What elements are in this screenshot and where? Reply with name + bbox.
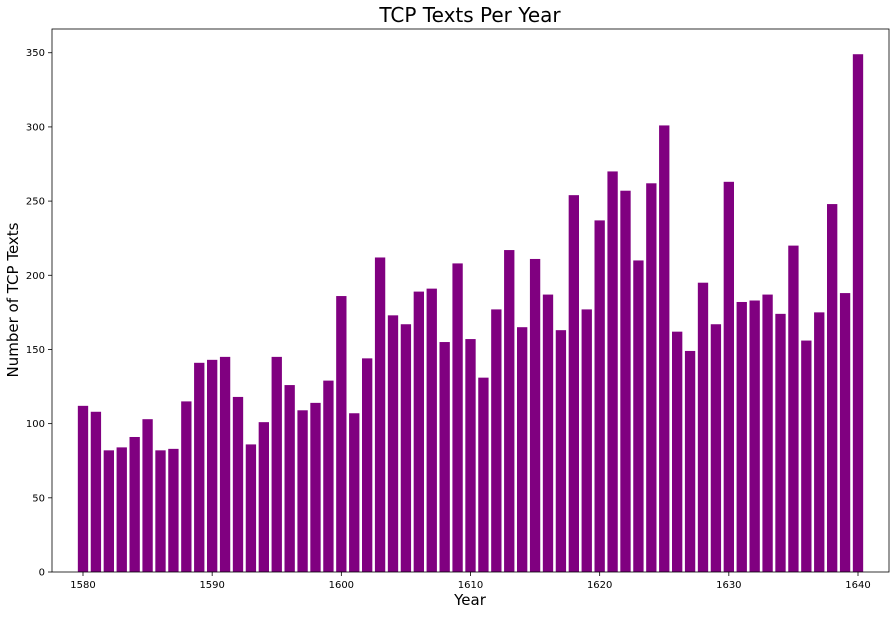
bar-1632 bbox=[749, 300, 760, 572]
bar-1593 bbox=[245, 444, 257, 572]
chart-title: TCP Texts Per Year bbox=[378, 3, 561, 27]
bar-1621 bbox=[607, 171, 618, 572]
bar-1585 bbox=[142, 419, 153, 572]
bar-1618 bbox=[568, 195, 579, 572]
bar-1607 bbox=[426, 288, 437, 572]
bar-1627 bbox=[684, 350, 696, 572]
y-tick-label: 200 bbox=[26, 271, 45, 282]
y-axis-label: Number of TCP Texts bbox=[4, 222, 22, 377]
bar-1611 bbox=[478, 377, 489, 572]
bar-1637 bbox=[814, 312, 825, 572]
x-tick-label: 1620 bbox=[587, 580, 612, 591]
bar-1616 bbox=[542, 294, 554, 572]
x-tick-label: 1600 bbox=[329, 580, 354, 591]
bar-1634 bbox=[775, 313, 786, 572]
bar-1626 bbox=[672, 331, 683, 572]
bar-1612 bbox=[491, 309, 502, 572]
bar-1639 bbox=[839, 293, 851, 572]
bar-1625 bbox=[659, 125, 670, 573]
bar-1586 bbox=[155, 450, 166, 572]
x-tick-label: 1630 bbox=[716, 580, 741, 591]
bar-1605 bbox=[400, 324, 412, 572]
bar-1603 bbox=[374, 257, 386, 572]
bar-1595 bbox=[271, 356, 282, 572]
bar-1630 bbox=[723, 181, 734, 572]
y-axis-ticks: 0 50 100 150 200 250 300 350 bbox=[26, 48, 52, 579]
bar-1623 bbox=[633, 260, 644, 572]
bar-1628 bbox=[697, 282, 709, 572]
bar-1587 bbox=[168, 448, 179, 572]
bar-series bbox=[77, 54, 864, 573]
bar-1629 bbox=[710, 324, 722, 572]
bar-1591 bbox=[219, 356, 231, 572]
bar-1597 bbox=[297, 410, 308, 572]
y-tick-label: 50 bbox=[32, 493, 45, 504]
y-tick-label: 0 bbox=[39, 568, 45, 579]
bar-1613 bbox=[504, 250, 515, 572]
x-tick-label: 1640 bbox=[845, 580, 870, 591]
bar-1631 bbox=[736, 301, 747, 572]
bar-1596 bbox=[284, 385, 295, 572]
bar-1604 bbox=[387, 315, 399, 572]
bar-1640 bbox=[852, 54, 864, 573]
x-axis-label: Year bbox=[453, 591, 487, 609]
bar-1614 bbox=[517, 327, 528, 572]
y-tick-label: 350 bbox=[26, 48, 45, 59]
y-tick-label: 150 bbox=[26, 345, 45, 356]
bar-1624 bbox=[646, 183, 657, 573]
bar-1584 bbox=[129, 436, 140, 572]
bar-1588 bbox=[181, 401, 192, 572]
bar-1609 bbox=[452, 263, 463, 572]
bar-1620 bbox=[594, 220, 605, 572]
bar-1608 bbox=[439, 342, 450, 572]
bar-1601 bbox=[349, 413, 360, 572]
plot-frame bbox=[51, 28, 890, 573]
bar-1636 bbox=[801, 340, 812, 572]
bar-1610 bbox=[465, 339, 476, 572]
bar-1638 bbox=[827, 204, 838, 572]
bar-1599 bbox=[323, 380, 334, 572]
bar-1606 bbox=[413, 291, 424, 572]
bar-1615 bbox=[529, 258, 541, 572]
bar-1602 bbox=[362, 358, 373, 572]
x-tick-label: 1610 bbox=[458, 580, 483, 591]
bar-1580 bbox=[77, 405, 89, 572]
bar-1589 bbox=[194, 362, 205, 572]
bar-1592 bbox=[232, 396, 244, 572]
bar-1600 bbox=[336, 296, 347, 572]
bar-1619 bbox=[581, 309, 592, 572]
bar-1583 bbox=[116, 447, 127, 572]
bar-1582 bbox=[103, 450, 114, 572]
bar-1598 bbox=[310, 402, 321, 572]
bar-1581 bbox=[90, 411, 102, 572]
bar-1617 bbox=[555, 330, 567, 572]
y-tick-label: 300 bbox=[26, 122, 45, 133]
y-tick-label: 100 bbox=[26, 419, 45, 430]
x-tick-label: 1580 bbox=[70, 580, 95, 591]
x-tick-label: 1590 bbox=[199, 580, 224, 591]
bar-1622 bbox=[620, 190, 631, 572]
y-tick-label: 250 bbox=[26, 197, 45, 208]
bar-1635 bbox=[788, 245, 799, 573]
bar-1594 bbox=[258, 422, 269, 572]
bar-1633 bbox=[762, 294, 773, 572]
bar-1590 bbox=[207, 359, 218, 572]
x-axis-ticks: 1580 1590 1600 1610 1620 1630 1640 bbox=[70, 572, 871, 591]
